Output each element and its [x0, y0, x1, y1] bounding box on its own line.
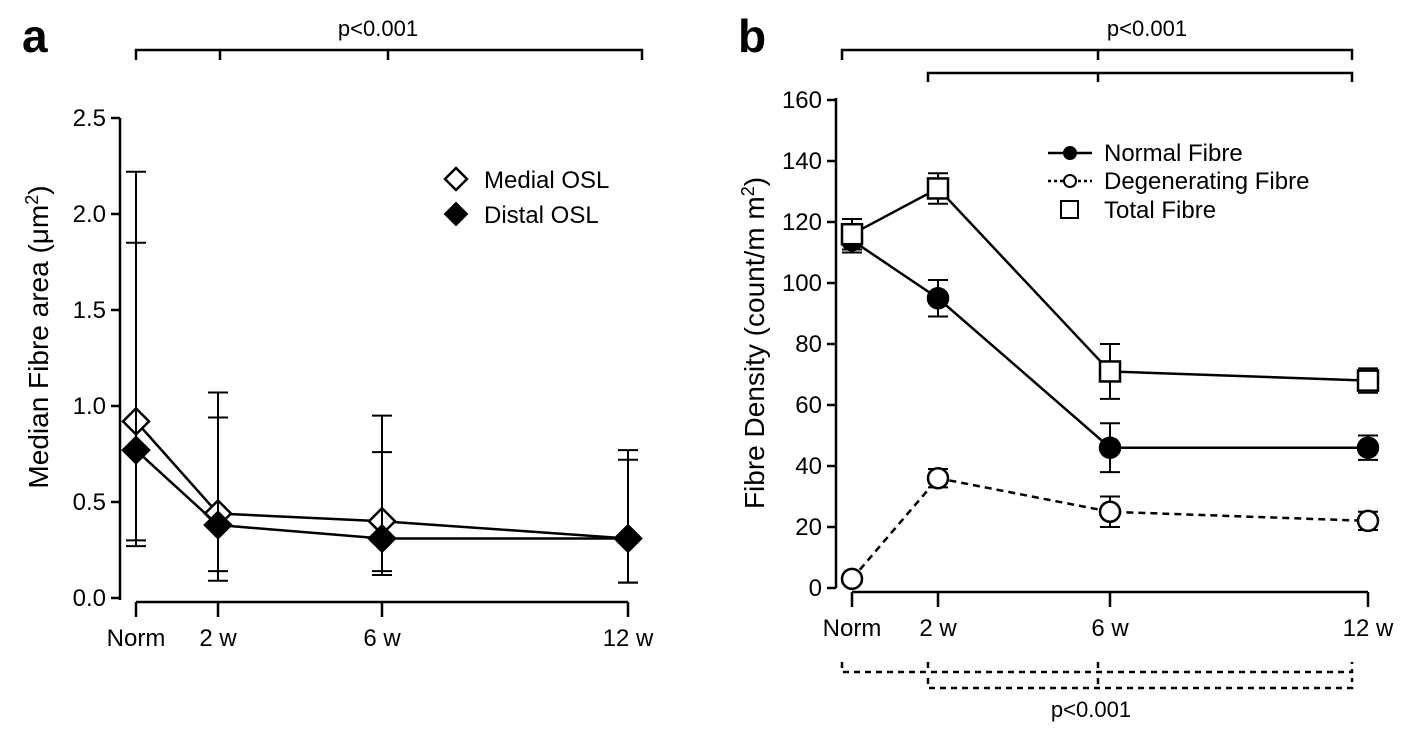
- panel-b-y-tick-label: 160: [782, 87, 822, 114]
- panel-b-legend: Normal Fibre Degenerating Fibre Total Fi…: [1048, 140, 1309, 224]
- series-degenerating-fibre-point: [840, 567, 864, 591]
- panel-b-sig-text-bottom: p<0.001: [1051, 697, 1131, 722]
- panel-a-sig-bracket: [134, 48, 644, 60]
- panel-b-sig-bracket-top: [840, 48, 1354, 60]
- panel-b-y-tick-label: 60: [795, 392, 822, 419]
- panel-a-y-tick-label: 2.5: [73, 105, 106, 132]
- panel-a: a p<0.001 0.0 0.5 1.0 1.5 2.0 2.5 Norm 2 w 6 w 1…: [22, 10, 654, 652]
- legend-distal-osl-marker: [443, 201, 469, 227]
- series-normal-fibre-point: [926, 287, 950, 310]
- panel-b-label: b: [738, 10, 766, 62]
- legend-total-fibre-label: Total Fibre: [1104, 197, 1216, 224]
- panel-b-y-tick-label: 100: [782, 270, 822, 297]
- legend-medial-osl-marker: [443, 166, 469, 192]
- panel-b-y-tick-label: 80: [795, 331, 822, 358]
- series-distal-osl: [121, 241, 643, 584]
- series-degenerating-fibre-point: [1356, 509, 1380, 533]
- panel-b-y-tick-label: 40: [795, 453, 822, 480]
- series-total-fibre-point: [840, 222, 864, 246]
- legend-medial-osl-label: Medial OSL: [484, 167, 609, 194]
- legend-degenerating-fibre-marker: [1063, 174, 1077, 188]
- series-normal-fibre-point: [1098, 436, 1122, 459]
- panel-b-x-tick-label: 12 w: [1343, 615, 1394, 642]
- panel-b: b p<0.001 0 20 40 60 80 100 120 140 160 Norm 2 w 6…: [738, 10, 1394, 722]
- panel-b-sig-text-top: p<0.001: [1107, 16, 1187, 41]
- series-normal-fibre-line: [851, 239, 1368, 449]
- series-degenerating-fibre-point: [1098, 500, 1122, 523]
- panel-b-sig-bracket-second: [926, 71, 1354, 82]
- series-degenerating-fibre-point: [926, 466, 950, 490]
- panel-b-y-tick-label: 0: [809, 575, 822, 602]
- series-normal-fibre-point: [1356, 436, 1380, 459]
- series-distal-osl-point: [203, 510, 233, 540]
- series-distal-osl-point: [613, 523, 643, 554]
- panel-b-sig-bracket-dashed-2: [926, 678, 1354, 690]
- panel-a-x-tick-label: Norm: [107, 625, 166, 652]
- series-degenerating-fibre: [840, 466, 1380, 591]
- series-distal-osl-line: [135, 449, 628, 540]
- panel-b-x-tick-label: 6 w: [1091, 615, 1129, 642]
- panel-a-y-axis-title: Median Fibre area (μm2): [22, 185, 54, 488]
- series-total-fibre-point: [926, 177, 950, 200]
- legend-normal-fibre-label: Normal Fibre: [1104, 140, 1243, 167]
- panel-a-x-tick-label: 12 w: [603, 625, 654, 652]
- panel-a-y-tick-label: 1.0: [73, 393, 106, 420]
- series-total-fibre-line: [851, 186, 1369, 382]
- series-total-fibre: [840, 172, 1380, 400]
- panel-a-y-tick-label: 1.5: [73, 297, 106, 324]
- panel-b-x-tick-label: Norm: [823, 615, 882, 642]
- panel-b-sig-bracket-dashed-1: [840, 662, 1354, 674]
- series-total-fibre-point: [1098, 360, 1122, 383]
- series-distal-osl-point: [367, 523, 397, 554]
- series-distal-osl-point: [121, 435, 151, 465]
- series-medial-osl-line: [135, 420, 629, 540]
- panel-a-x-tick-label: 6 w: [363, 625, 401, 652]
- legend-normal-fibre-marker: [1063, 146, 1077, 160]
- panel-b-x-tick-label: 2 w: [919, 615, 957, 642]
- panel-a-y-tick-label: 0.5: [73, 489, 106, 516]
- panel-a-sig-text: p<0.001: [338, 16, 418, 41]
- panel-a-legend: Medial OSL Distal OSL: [443, 166, 609, 229]
- legend-total-fibre-marker: [1060, 200, 1079, 219]
- panel-a-y-tick-label: 0.0: [73, 585, 106, 612]
- series-total-fibre-point: [1356, 369, 1380, 392]
- panel-a-label: a: [22, 10, 48, 62]
- panel-a-x-tick-label: 2 w: [199, 625, 237, 652]
- series-degenerating-fibre-line: [851, 476, 1369, 580]
- panel-b-y-tick-label: 140: [782, 148, 822, 175]
- panel-a-y-tick-label: 2.0: [73, 201, 106, 228]
- panel-b-y-tick-label: 20: [795, 514, 822, 541]
- legend-distal-osl-label: Distal OSL: [484, 202, 599, 229]
- panel-b-y-tick-label: 120: [782, 209, 822, 236]
- legend-degenerating-fibre-label: Degenerating Fibre: [1104, 168, 1309, 195]
- panel-b-y-axis-title: Fibre Density (count/m m2): [738, 177, 770, 509]
